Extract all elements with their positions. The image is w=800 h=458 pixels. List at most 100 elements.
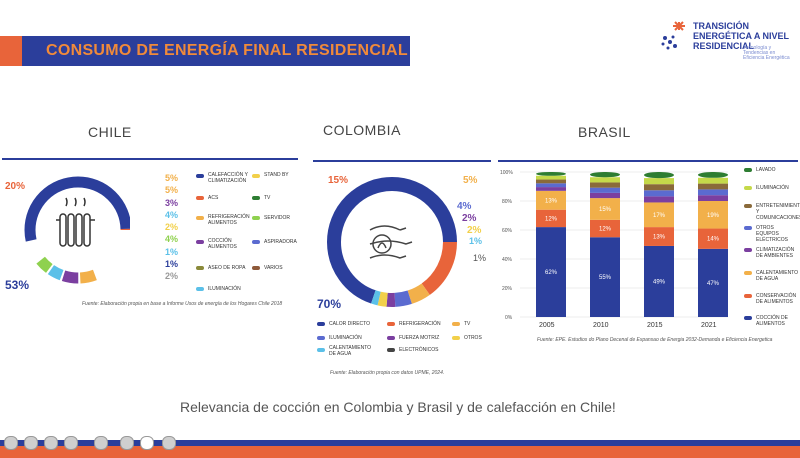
slide-title: CONSUMO DE ENERGÍA FINAL RESIDENCIAL	[46, 42, 408, 59]
brasil-bar-coccion	[590, 237, 620, 317]
chile-slice-acs	[24, 176, 130, 284]
svg-text:2021: 2021	[701, 322, 717, 329]
logo-text: TRANSICIÓN ENERGÉTICA A NIVEL RESIDENCIA…	[693, 21, 790, 51]
brasil-bar-other-4	[536, 172, 566, 176]
chile-panel	[2, 158, 298, 312]
prev-slide-icon[interactable]	[4, 436, 18, 450]
brasil-bar-other-4	[590, 172, 620, 178]
brasil-bar-coccion	[644, 245, 674, 317]
colombia-slice-refrigeracion	[327, 177, 457, 307]
chile-pct-calefaccion: 53%	[5, 278, 30, 292]
colombia-pct-otros: 2%	[467, 225, 482, 236]
brasil-bar-conservacion	[536, 209, 566, 228]
brasil-bar-calentamiento-label: 15%	[599, 207, 612, 213]
brasil-bar-calentamiento-label: 17%	[653, 213, 666, 219]
brasil-stacked-bar-chart: 100% 80% 60% 40% 20% 0% 62% 12% 13% 55% 12% 1…	[500, 170, 728, 329]
colombia-pct-fuerza: 2%	[462, 213, 477, 224]
brasil-bar-other-3	[590, 177, 620, 183]
country-chile: CHILE	[88, 124, 132, 140]
brasil-bar-other-2	[644, 184, 674, 191]
subtitle-icon[interactable]	[120, 436, 134, 450]
brasil-bar-other-3	[698, 177, 728, 184]
brasil-bar-other-1	[590, 187, 620, 193]
brasil-bar-calentamiento	[644, 202, 674, 228]
brasil-bar-conservacion-label: 13%	[653, 235, 666, 241]
brasil-bar-calentamiento	[698, 201, 728, 229]
logo-subtitle: Tecnología y Tendencias en Eficiencia En…	[743, 45, 790, 61]
brasil-bar-conservacion	[644, 227, 674, 246]
colombia-pct-iluminacion: 4%	[457, 201, 472, 212]
brasil-bar-coccion-label: 55%	[599, 275, 612, 281]
brasil-bar-other-2	[536, 179, 566, 184]
bottom-caption: Relevancia de cocción en Colombia y Bras…	[180, 399, 616, 415]
more-options-icon[interactable]	[162, 436, 176, 450]
chile-right-pcts: 5% 5% 3% 4% 2% 4% 1% 1% 2%	[165, 173, 179, 282]
brasil-bar-conservacion	[698, 228, 728, 249]
colombia-donut-chart	[327, 177, 457, 307]
slide-footer-orange	[0, 446, 800, 458]
brasil-bar-calentamiento-label: 19%	[707, 213, 720, 219]
cooking-heat-icon	[369, 225, 413, 259]
svg-text:0%: 0%	[505, 315, 513, 321]
brasil-bar-other-3	[644, 178, 674, 185]
brasil-bar-other-0	[698, 195, 728, 201]
slide-footer-blue	[0, 440, 800, 446]
camera-icon[interactable]	[140, 436, 154, 450]
brasil-bar-calentamiento-label: 13%	[545, 198, 558, 204]
brasil-bar-other-0	[644, 196, 674, 203]
svg-text:20%: 20%	[502, 286, 513, 292]
colombia-pct-tv: 5%	[463, 175, 478, 186]
pen-icon[interactable]	[64, 436, 78, 450]
brasil-bar-calentamiento	[536, 190, 566, 210]
brasil-bar-other-1	[644, 190, 674, 197]
logo-icon	[661, 21, 685, 50]
brasil-bar-other-1	[698, 189, 728, 196]
brasil-bar-other-1	[536, 183, 566, 188]
slide: CONSUMO DE ENERGÍA FINAL RESIDENCIAL TRA…	[0, 0, 800, 440]
colombia-slice-fuerza	[327, 177, 457, 307]
brasil-bar-calentamiento	[590, 198, 620, 220]
brasil-bar-coccion-label: 47%	[707, 281, 720, 287]
colombia-pct-refrigeracion: 15%	[328, 175, 349, 186]
brasil-bar-other-4	[644, 172, 674, 179]
colombia-pct-calor-directo: 70%	[317, 297, 342, 311]
brasil-bar-conservacion-label: 12%	[599, 227, 612, 233]
chile-donut-chart	[24, 176, 130, 284]
chile-slice-calefaccion	[24, 176, 130, 284]
colombia-source: Fuente: Elaboración propia con datos UPM…	[330, 370, 445, 376]
brasil-y-axis: 100% 80% 60% 40% 20% 0%	[500, 170, 513, 321]
colombia-pct-electronicos: 1%	[473, 253, 487, 263]
brasil-bar-other-3	[536, 175, 566, 180]
brasil-bar-coccion-label: 49%	[653, 279, 666, 285]
svg-text:80%: 80%	[502, 199, 513, 205]
svg-text:2010: 2010	[593, 322, 609, 329]
colombia-pct-calentamiento: 1%	[469, 236, 483, 246]
brasil-bar-conservacion-label: 12%	[545, 216, 558, 222]
brasil-bar-conservacion	[590, 219, 620, 238]
brasil-bar-other-2	[698, 183, 728, 190]
play-icon[interactable]	[24, 436, 38, 450]
brasil-bar-coccion	[536, 227, 566, 317]
svg-text:40%: 40%	[502, 257, 513, 263]
chile-source: Fuente: Elaboración propia en base a Inf…	[82, 301, 283, 307]
svg-text:2005: 2005	[539, 322, 555, 329]
brasil-x-axis: 2005 2010 2015 2021	[539, 322, 717, 329]
brasil-bar-other-0	[590, 192, 620, 199]
title-accent	[0, 36, 22, 66]
svg-text:60%: 60%	[502, 228, 513, 234]
brasil-bar-other-2	[590, 182, 620, 188]
next-slide-icon[interactable]	[44, 436, 58, 450]
svg-text:100%: 100%	[500, 170, 513, 176]
radiator-icon	[56, 197, 95, 247]
chile-pct-acs: 20%	[5, 181, 26, 192]
brasil-bar-coccion	[698, 248, 728, 317]
chile-slice-coccion	[24, 176, 130, 284]
brasil-bar-other-0	[536, 187, 566, 191]
country-brasil: BRASIL	[578, 124, 631, 140]
title-bar	[0, 36, 410, 66]
zoom-icon[interactable]	[94, 436, 108, 450]
brasil-source: Fuente: EPE. Estudios do Plano Decenal d…	[537, 337, 773, 343]
svg-text:2015: 2015	[647, 322, 663, 329]
brasil-bar-conservacion-label: 14%	[707, 237, 720, 243]
brasil-bar-coccion-label: 62%	[545, 270, 558, 276]
